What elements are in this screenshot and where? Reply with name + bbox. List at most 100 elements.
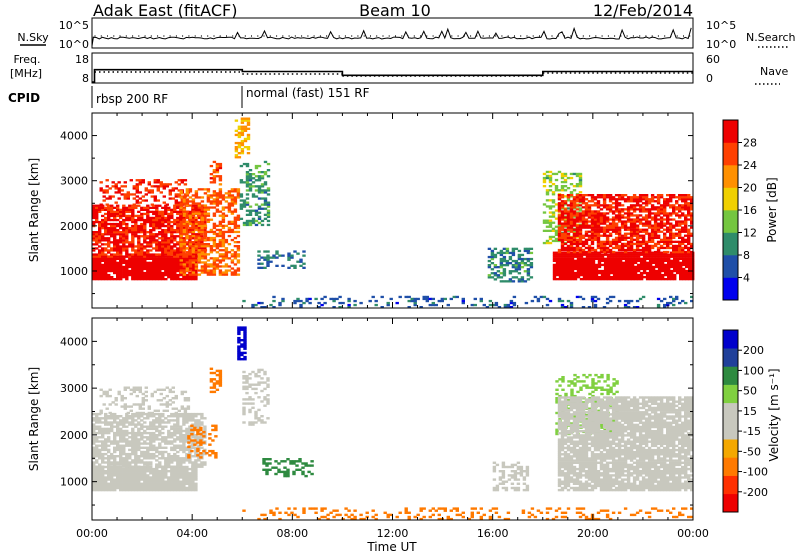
data-cell: [143, 233, 147, 236]
data-cell: [678, 196, 682, 199]
data-cell: [159, 191, 163, 194]
data-cell: [197, 210, 201, 213]
data-cell: [164, 267, 168, 271]
data-cell: [221, 212, 226, 215]
colorbar-swatch: [723, 187, 738, 211]
data-cell: [596, 228, 601, 231]
data-cell: [632, 220, 637, 223]
data-cell: [134, 273, 138, 277]
data-cell: [615, 261, 620, 264]
data-cell: [224, 249, 229, 252]
data-cell: [620, 224, 625, 227]
data-cell: [95, 470, 99, 473]
data-cell: [179, 486, 183, 490]
data-cell: [578, 250, 583, 254]
data-cell: [302, 250, 306, 253]
data-cell: [659, 206, 664, 209]
nsky-line: [91, 26, 692, 47]
data-cell: [191, 241, 196, 244]
data-cell: [146, 455, 150, 458]
data-cell: [203, 251, 207, 254]
data-cell: [110, 241, 114, 244]
data-cell: [155, 214, 159, 218]
data-cell: [173, 220, 177, 224]
data-cell: [560, 180, 565, 184]
data-cell: [505, 280, 510, 283]
data-cell: [679, 265, 683, 269]
data-cell: [138, 197, 142, 200]
data-cell: [167, 478, 171, 481]
data-cell: [218, 230, 223, 234]
data-cell: [599, 234, 604, 237]
data-cell: [143, 261, 147, 264]
data-cell: [134, 448, 138, 452]
data-cell: [104, 427, 108, 431]
data-cell: [551, 227, 556, 230]
data-cell: [653, 212, 658, 215]
data-cell: [104, 412, 108, 416]
data-cell: [212, 198, 217, 201]
data-cell: [657, 271, 662, 275]
data-cell: [125, 273, 129, 277]
data-cell: [687, 236, 691, 239]
data-cell: [158, 245, 162, 248]
data-cell: [137, 421, 141, 424]
data-cell: [188, 478, 192, 481]
data-cell: [149, 253, 153, 256]
data-cell: [173, 255, 177, 258]
data-cell: [146, 470, 150, 473]
data-cell: [167, 486, 171, 490]
data-cell: [561, 253, 566, 256]
data-cell: [197, 269, 202, 272]
data-cell: [561, 269, 566, 273]
data-cell: [128, 273, 132, 277]
data-cell: [141, 179, 145, 182]
data-cell: [281, 297, 285, 301]
data-cell: [182, 232, 187, 236]
data-cell: [95, 214, 99, 218]
data-cell: [177, 195, 181, 198]
data-cell: [128, 243, 132, 246]
data-cell: [551, 229, 556, 232]
data-cell: [629, 299, 634, 303]
data-cell: [685, 255, 689, 258]
data-cell: [563, 200, 568, 203]
data-cell: [149, 261, 153, 264]
data-cell: [128, 476, 132, 479]
data-cell: [266, 201, 271, 204]
data-cell: [188, 278, 192, 281]
data-cell: [581, 198, 586, 201]
data-cell: [566, 299, 571, 303]
data-cell: [95, 216, 99, 220]
data-cell: [131, 259, 135, 262]
data-cell: [105, 203, 109, 206]
data-cell: [158, 247, 162, 250]
data-cell: [137, 480, 141, 483]
nsky-right-tick-bottom: 10^0: [706, 38, 736, 51]
data-cell: [173, 231, 177, 234]
data-cell: [212, 181, 217, 184]
data-cell: [575, 174, 580, 178]
data-cell: [617, 234, 622, 237]
data-cell: [134, 480, 138, 483]
data-cell: [161, 253, 165, 256]
data-cell: [602, 206, 607, 209]
data-cell: [293, 250, 297, 253]
data-cell: [137, 455, 141, 458]
data-cell: [560, 187, 565, 190]
data-cell: [487, 264, 492, 267]
data-cell: [119, 249, 123, 252]
data-cell: [263, 183, 268, 186]
data-cell: [260, 266, 264, 269]
data-cell: [545, 189, 550, 192]
data-cell: [642, 255, 647, 258]
data-cell: [552, 276, 557, 279]
data-cell: [95, 450, 99, 454]
data-cell: [152, 247, 156, 250]
data-cell: [140, 229, 144, 232]
data-cell: [206, 218, 211, 221]
data-cell: [572, 238, 577, 241]
data-cell: [95, 243, 99, 246]
data-cell: [608, 198, 613, 201]
data-cell: [191, 265, 195, 269]
